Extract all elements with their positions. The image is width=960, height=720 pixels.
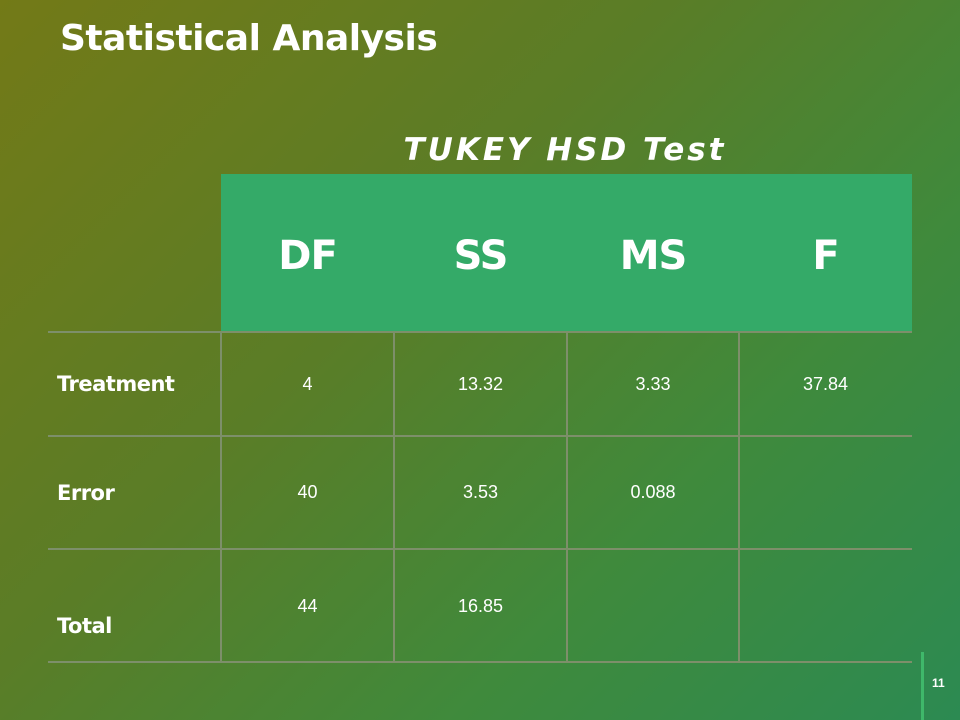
header-f: F: [812, 233, 839, 279]
row-label-error: Error: [57, 481, 115, 505]
page-number: 11: [932, 676, 945, 690]
row-divider: [48, 548, 912, 550]
row-divider: [48, 331, 912, 333]
header-df: DF: [278, 233, 338, 279]
slide-title: Statistical Analysis: [60, 18, 438, 59]
table-cell: 0.088: [630, 482, 676, 502]
column-divider: [220, 331, 222, 662]
page-number-divider: [921, 652, 924, 720]
table-cell: 3.33: [635, 374, 671, 394]
table-cell: 16.85: [457, 596, 504, 616]
header-ss: SS: [453, 233, 509, 279]
table-header-background: [221, 174, 912, 331]
row-divider: [48, 435, 912, 437]
column-divider: [738, 331, 740, 662]
row-divider: [48, 661, 912, 663]
table-cell: 37.84: [802, 374, 849, 394]
table-title: TUKEY HSD Test: [403, 132, 727, 168]
row-label-treatment: Treatment: [57, 372, 175, 396]
table-cell: 40: [297, 482, 318, 502]
table-cell: 44: [297, 596, 318, 616]
column-divider: [393, 331, 395, 662]
row-label-total: Total: [57, 614, 112, 638]
table-cell: 3.53: [462, 482, 499, 502]
column-divider: [566, 331, 568, 662]
table-cell: 4: [302, 374, 313, 394]
header-ms: MS: [619, 233, 688, 279]
table-cell: 13.32: [457, 374, 504, 394]
